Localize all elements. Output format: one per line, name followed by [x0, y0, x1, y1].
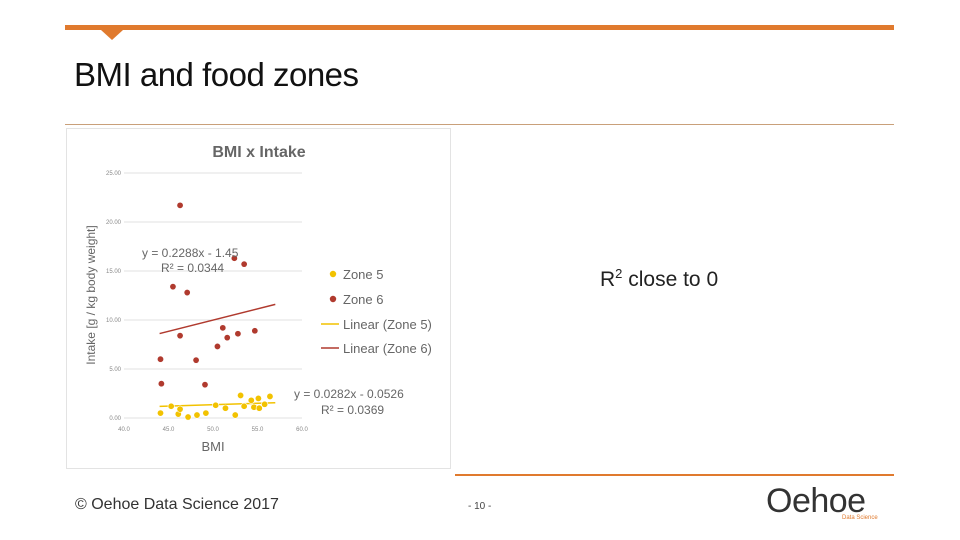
page-number: - 10 -: [468, 501, 492, 512]
x-axis-label: BMI: [201, 439, 224, 454]
top-accent-bar: [65, 25, 894, 30]
company-logo: Oehoe Data Science: [766, 482, 886, 526]
zone5-point: [156, 409, 164, 417]
zone5-point: [193, 411, 201, 419]
legend-marker: [329, 270, 337, 278]
x-tick-label: 55.0: [252, 427, 264, 433]
scatter-chart: BMI x Intake 0.00 5.00 10.00 15.00 20.00 25.00…: [84, 144, 432, 454]
zone5-point: [176, 405, 184, 413]
legend-label: Linear (Zone 6): [343, 341, 432, 356]
zone5-point: [221, 404, 229, 412]
legend-label: Zone 5: [343, 267, 383, 282]
x-tick-label: 40.0: [118, 427, 130, 433]
copyright-text: © Oehoe Data Science 2017: [75, 496, 279, 513]
y-tick-label: 25.00: [106, 171, 122, 177]
r2-note-main: R: [600, 268, 616, 291]
zone6-point: [213, 342, 221, 350]
x-tick-label: 60.0: [296, 427, 308, 433]
zone6-point: [251, 327, 259, 335]
trendline-equation: y = 0.0282x - 0.0526: [294, 387, 404, 401]
footer-divider: [455, 474, 894, 476]
zone6-point: [230, 254, 238, 262]
zone5-point: [240, 402, 248, 410]
zone6-point: [183, 289, 191, 297]
y-axis-label: Intake [g / kg body weight]: [84, 225, 98, 364]
zone5-point: [167, 402, 175, 410]
r2-note-rest: close to 0: [622, 268, 719, 291]
y-tick-label: 0.00: [109, 416, 121, 422]
zone5-point: [261, 400, 269, 408]
x-tick-label: 50.0: [207, 427, 219, 433]
top-accent-notch: [101, 30, 123, 40]
zone5-point: [247, 396, 255, 404]
zone6-point: [234, 330, 242, 338]
zone5-point: [184, 413, 192, 421]
zone5-point: [212, 401, 220, 409]
zone5-point: [237, 391, 245, 399]
zone6-point: [201, 381, 209, 389]
x-tick-label: 45.0: [163, 427, 175, 433]
title-divider: [65, 124, 894, 125]
chart-container: BMI x Intake 0.00 5.00 10.00 15.00 20.00 25.00…: [66, 128, 451, 469]
trendline: [159, 303, 276, 335]
trendline-r2: R² = 0.0344: [161, 261, 224, 275]
r2-note: R2 close to 0: [600, 266, 718, 292]
zone5-point: [266, 392, 274, 400]
legend-label: Zone 6: [343, 292, 383, 307]
y-tick-label: 15.00: [106, 269, 122, 275]
zone5-point: [254, 394, 262, 402]
logo-wordmark: Oehoe: [766, 482, 866, 520]
zone6-point: [156, 355, 164, 363]
zone6-point: [176, 201, 184, 209]
chart-title: BMI x Intake: [212, 144, 305, 161]
legend-marker: [329, 295, 337, 303]
logo-tagline: Data Science: [842, 515, 878, 521]
trendline-equation: y = 0.2288x - 1.45: [142, 246, 239, 260]
zone5-point: [255, 404, 263, 412]
y-tick-label: 5.00: [109, 367, 121, 373]
zone6-point: [169, 283, 177, 291]
trendline-r2: R² = 0.0369: [321, 403, 384, 417]
zone6-point: [223, 334, 231, 342]
zone5-point: [202, 409, 210, 417]
r2-note-sup: 2: [615, 266, 623, 281]
zone6-point: [157, 380, 165, 388]
zone6-point: [192, 356, 200, 364]
slide-title: BMI and food zones: [74, 56, 359, 93]
legend-label: Linear (Zone 5): [343, 317, 432, 332]
zone6-point: [240, 260, 248, 268]
zone6-point: [219, 324, 227, 332]
y-tick-label: 20.00: [106, 220, 122, 226]
y-tick-label: 10.00: [106, 318, 122, 324]
zone6-point: [176, 332, 184, 340]
zone5-point: [231, 411, 239, 419]
